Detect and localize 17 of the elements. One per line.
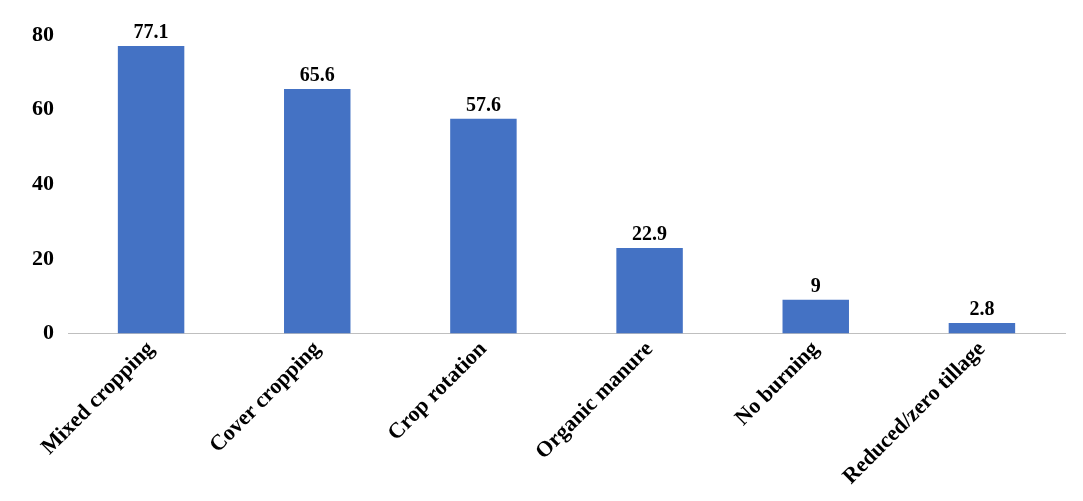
bar bbox=[782, 299, 849, 334]
data-label: 9 bbox=[810, 274, 821, 297]
y-tick-label: 40 bbox=[32, 169, 54, 195]
bar bbox=[117, 46, 185, 334]
y-tick-label: 60 bbox=[32, 95, 54, 121]
data-label: 57.6 bbox=[465, 92, 501, 115]
y-tick-label: 80 bbox=[32, 20, 54, 46]
bar bbox=[616, 248, 683, 334]
data-label: 65.6 bbox=[299, 63, 335, 86]
bar bbox=[948, 322, 1016, 334]
data-label: 2.8 bbox=[969, 297, 995, 320]
bar bbox=[450, 118, 517, 334]
y-tick-label: 20 bbox=[32, 244, 54, 270]
y-tick-label: 0 bbox=[43, 319, 54, 345]
data-label: 77.1 bbox=[133, 20, 169, 43]
bar bbox=[284, 88, 351, 334]
data-label: 22.9 bbox=[632, 222, 668, 245]
